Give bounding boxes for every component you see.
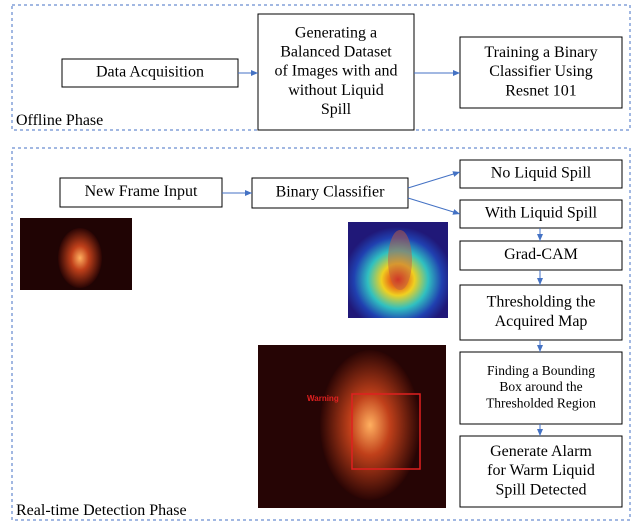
diagram: Offline Phase Real-time Detection Phase …: [0, 0, 639, 523]
input-frame-image: [20, 218, 132, 290]
node-label: Generating a: [295, 24, 377, 41]
node-label: Data Acquisition: [96, 64, 204, 81]
gradcam-image: [348, 222, 448, 318]
node-label: Binary Classifier: [276, 184, 386, 201]
warning-label: Warning: [307, 394, 339, 403]
node-label: Thresholding the: [487, 294, 596, 311]
node: With Liquid Spill: [460, 200, 622, 228]
node-label: Thresholded Region: [486, 395, 596, 410]
node-label: Acquired Map: [495, 313, 588, 330]
node-label: Balanced Dataset: [280, 43, 392, 60]
node-label: New Frame Input: [85, 183, 198, 200]
node-label: Training a Binary: [484, 44, 597, 61]
node: Generate Alarm for Warm Liquid Spill Detec…: [460, 436, 622, 507]
node: Data Acquisition: [62, 59, 238, 87]
node-label: Spill: [321, 101, 352, 118]
node-label: for Warm Liquid: [487, 462, 595, 479]
node-label: With Liquid Spill: [485, 205, 598, 222]
node: Binary Classifier: [252, 178, 408, 208]
node: No Liquid Spill: [460, 160, 622, 188]
node-label: without Liquid: [288, 82, 384, 99]
node: Generating a Balanced Dataset of Images wi…: [258, 14, 414, 130]
phase-label: Real-time Detection Phase: [16, 502, 187, 519]
node-label: Grad-CAM: [504, 246, 578, 263]
node-label: Finding a Bounding: [487, 363, 595, 378]
phase-label: Offline Phase: [16, 112, 103, 129]
node: New Frame Input: [60, 178, 222, 207]
arrow: [408, 172, 460, 188]
node: Training a Binary Classifier Using Resnet …: [460, 37, 622, 108]
node: Grad-CAM: [460, 241, 622, 270]
node-label: Classifier Using: [489, 63, 593, 80]
node-label: of Images with and: [274, 63, 397, 80]
node: Thresholding the Acquired Map: [460, 285, 622, 340]
node-label: No Liquid Spill: [491, 165, 592, 182]
node-label: Generate Alarm: [490, 443, 592, 460]
arrow: [408, 198, 460, 214]
node-label: Resnet 101: [505, 82, 577, 99]
node-label: Box around the: [499, 379, 582, 394]
detection-image: Warning: [258, 345, 446, 508]
node-label: Spill Detected: [495, 481, 586, 498]
